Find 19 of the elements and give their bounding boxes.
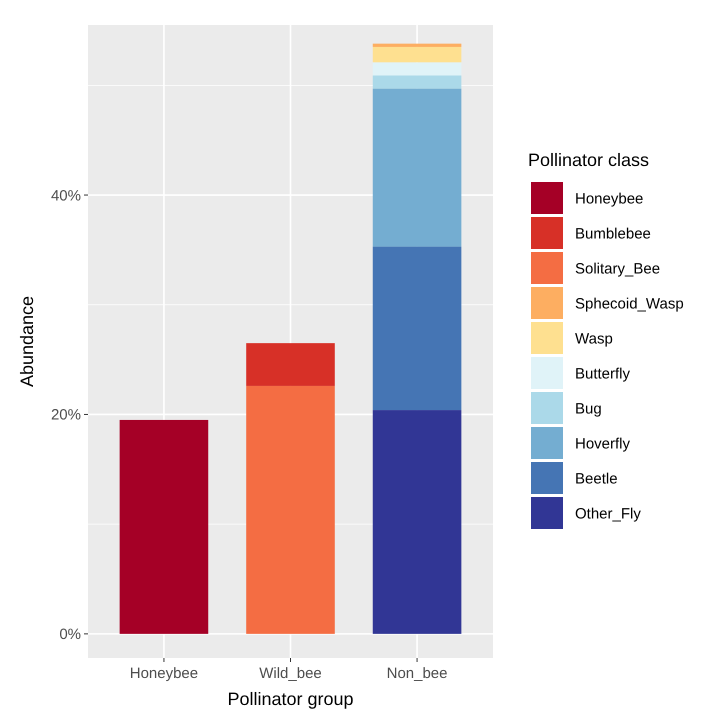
legend-label: Bug — [575, 400, 602, 418]
legend-label: Butterfly — [575, 365, 631, 382]
y-axis-title: Abundance — [17, 296, 37, 388]
x-tick-label: Honeybee — [130, 665, 198, 682]
legend-title: Pollinator class — [528, 150, 650, 170]
legend-label: Beetle — [575, 470, 618, 488]
x-axis-title: Pollinator group — [227, 689, 354, 709]
y-tick-label: 0% — [59, 626, 81, 644]
legend-label: Solitary_Bee — [575, 260, 660, 278]
legend-label: Sphecoid_Wasp — [575, 295, 684, 312]
x-tick-label: Non_bee — [386, 665, 448, 682]
legend-label: Hoverfly — [575, 435, 631, 452]
y-tick-label: 20% — [50, 406, 81, 424]
legend-label: Honeybee — [575, 190, 644, 208]
legend-label: Other_Fly — [575, 505, 642, 522]
legend-label: Wasp — [575, 330, 613, 348]
legend-label: Bumblebee — [575, 225, 651, 242]
x-tick-label: Wild_bee — [259, 665, 322, 682]
y-tick-label: 40% — [50, 187, 81, 204]
